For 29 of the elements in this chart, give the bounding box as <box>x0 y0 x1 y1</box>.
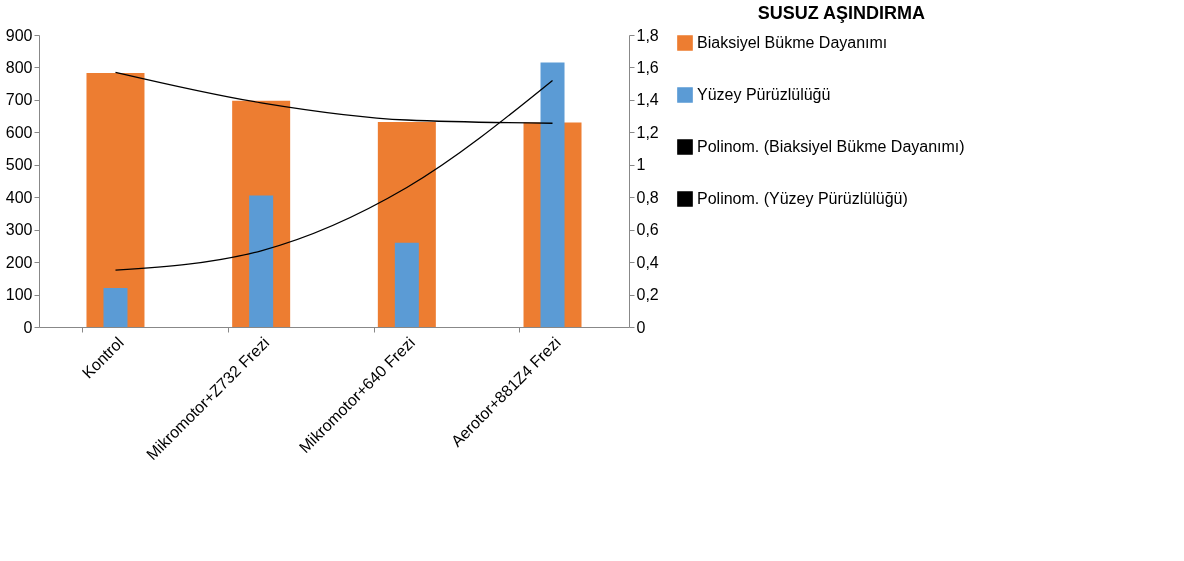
y2-tick-label: 0 <box>636 318 646 336</box>
y2-tick-label: 1,4 <box>636 91 659 109</box>
legend-label: Polinom. (Yüzey Pürüzlülüğü) <box>697 190 908 207</box>
y-tick-label: 800 <box>5 58 33 76</box>
bar <box>103 288 128 327</box>
y2-tick-label: 1 <box>636 156 646 174</box>
y2-tick-label: 0,4 <box>636 253 659 271</box>
bar <box>249 195 274 327</box>
y-tick-label: 400 <box>5 188 33 206</box>
y2-tick-label: 0,8 <box>636 188 659 206</box>
y2-tick-label: 0,6 <box>636 221 659 239</box>
bar <box>86 72 145 327</box>
y-tick-label: 200 <box>5 253 33 271</box>
legend-label: Biaksiyel Bükme Dayanımı <box>697 34 888 51</box>
y2-tick-label: 1,6 <box>636 58 659 76</box>
y2-tick-label: 1,2 <box>636 123 659 141</box>
y-tick-label: 100 <box>5 286 33 304</box>
y2-tick-label: 0,2 <box>636 286 659 304</box>
y-tick-label: 700 <box>5 91 33 109</box>
legend-label: Yüzey Pürüzlülüğü <box>697 86 831 103</box>
text: SUSUZ AŞINDIRMA <box>757 3 925 23</box>
legend-label: Polinom. (Biaksiyel Bükme Dayanımı) <box>697 138 965 155</box>
y-tick-label: 300 <box>5 221 33 239</box>
y-tick-label: 900 <box>5 26 33 44</box>
y-tick-label: 0 <box>23 318 33 336</box>
y2-tick-label: 1,8 <box>636 26 659 44</box>
y-tick-label: 600 <box>5 123 33 141</box>
y-tick-label: 500 <box>5 156 33 174</box>
bar <box>394 242 419 327</box>
